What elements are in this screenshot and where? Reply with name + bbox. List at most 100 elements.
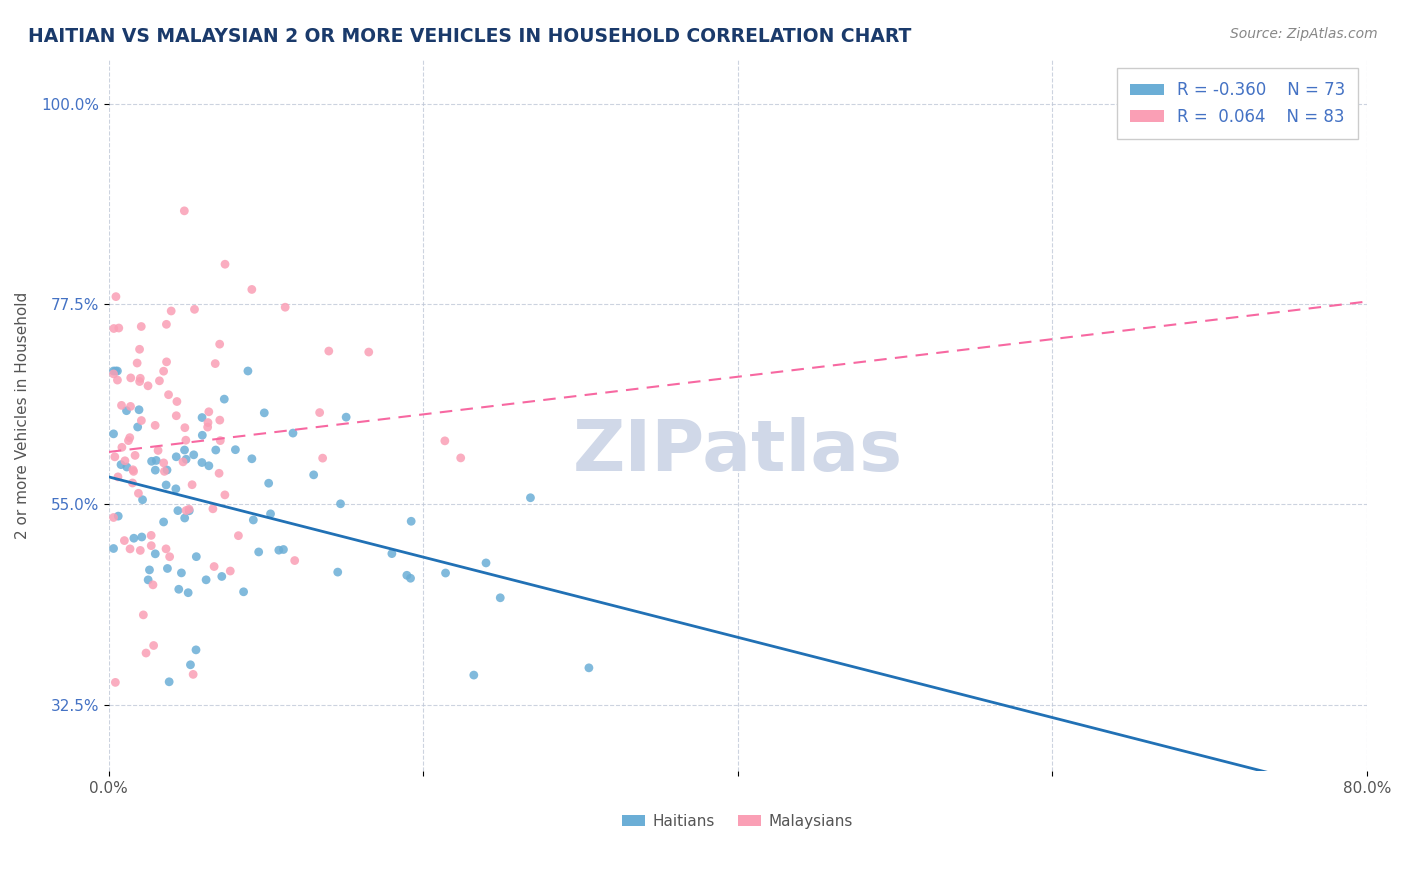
Point [114,454,136,468]
Point [143,547,166,561]
Point [308,406,330,420]
Point [433,434,456,448]
Point [173,420,195,434]
Point [167,503,190,517]
Point [120,371,142,385]
Point [214,392,236,406]
Point [112,533,135,548]
Point [129,371,152,385]
Point [103,541,125,556]
Point [174,433,197,447]
Point [141,528,163,542]
Point [131,492,153,507]
Point [318,344,340,359]
Text: Source: ZipAtlas.com: Source: ZipAtlas.com [1230,27,1378,41]
Point [170,566,193,580]
Point [103,364,125,378]
Point [155,355,177,369]
Text: ZIPatlas: ZIPatlas [572,417,903,485]
Point [152,515,174,529]
Point [208,337,231,351]
Point [259,507,281,521]
Point [172,455,194,469]
Point [197,416,219,430]
Point [107,470,129,484]
Point [131,530,153,544]
Point [156,561,179,575]
Point [103,510,125,524]
Point [138,563,160,577]
Point [177,585,200,599]
Point [128,343,150,357]
Point [165,409,187,423]
Point [181,477,204,491]
Point [131,413,153,427]
Point [335,410,357,425]
Point [104,364,127,378]
Point [399,514,422,528]
Point [329,497,352,511]
Point [110,398,132,412]
Point [132,607,155,622]
Point [174,452,197,467]
Point [122,464,145,478]
Point [191,410,214,425]
Point [211,569,233,583]
Point [118,541,141,556]
Point [195,573,218,587]
Point [104,290,127,304]
Point [136,573,159,587]
Point [179,504,201,518]
Point [173,203,195,218]
Point [160,304,183,318]
Point [141,539,163,553]
Point [155,541,177,556]
Point [103,426,125,441]
Point [281,426,304,441]
Point [128,402,150,417]
Point [183,302,205,317]
Point [104,675,127,690]
Point [129,319,152,334]
Point [128,375,150,389]
Point [489,591,512,605]
Point [274,300,297,314]
Point [127,356,149,370]
Point [198,405,221,419]
Point [450,450,472,465]
Point [228,529,250,543]
Point [578,661,600,675]
Point [142,578,165,592]
Point [302,467,325,482]
Point [145,453,167,467]
Point [463,668,485,682]
Point [214,257,236,271]
Point [208,413,231,427]
Point [191,428,214,442]
Point [165,482,187,496]
Point [143,463,166,477]
Point [142,639,165,653]
Point [240,451,263,466]
Point [111,440,134,454]
Point [179,657,201,672]
Point [219,564,242,578]
Point [253,406,276,420]
Point [155,478,177,492]
Point [107,373,129,387]
Point [167,582,190,597]
Point [232,584,254,599]
Point [148,374,170,388]
Point [104,450,127,464]
Point [214,488,236,502]
Point [173,442,195,457]
Point [186,549,208,564]
Point [204,442,226,457]
Point [143,418,166,433]
Point [399,571,422,585]
Point [242,513,264,527]
Point [110,458,132,472]
Point [152,456,174,470]
Point [381,547,404,561]
Point [198,458,221,473]
